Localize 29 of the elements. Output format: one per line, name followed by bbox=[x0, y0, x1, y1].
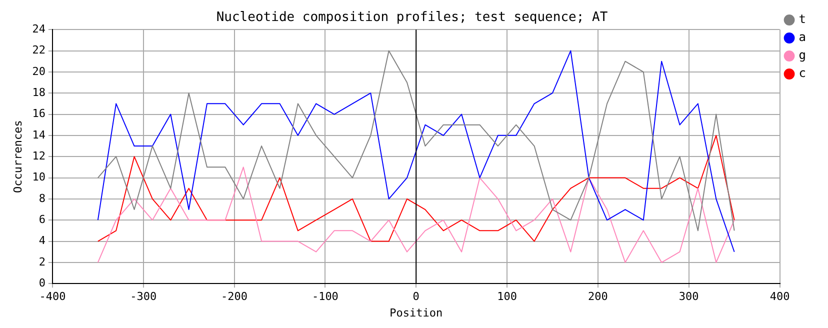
legend-label: c bbox=[798, 66, 806, 80]
y-tick-label: 10 bbox=[32, 170, 46, 184]
x-tick-label: -300 bbox=[130, 290, 157, 304]
y-tick-label: 6 bbox=[38, 212, 46, 226]
y-tick-label: 8 bbox=[38, 192, 46, 205]
x-tick-label: -400 bbox=[39, 290, 66, 304]
y-tick-label: 14 bbox=[32, 128, 46, 142]
x-tick-label: 100 bbox=[497, 290, 517, 304]
chart-title: Nucleotide composition profiles; test sequence; AT bbox=[216, 10, 608, 26]
y-tick-label: 18 bbox=[32, 86, 46, 99]
y-tick-label: 4 bbox=[38, 234, 46, 248]
x-tick-label: 400 bbox=[770, 290, 790, 304]
y-tick-label: 16 bbox=[32, 107, 46, 120]
x-axis-title: Position bbox=[390, 306, 443, 320]
x-tick-label: 300 bbox=[678, 290, 699, 304]
legend-label: a bbox=[798, 30, 806, 44]
legend-label: t bbox=[798, 12, 806, 26]
y-tick-label: 20 bbox=[32, 64, 46, 78]
y-tick-label: 0 bbox=[38, 276, 46, 290]
x-tick-label: 0 bbox=[412, 290, 420, 304]
y-axis-title: Occurrences bbox=[11, 120, 24, 194]
x-tick-label: 200 bbox=[588, 290, 608, 304]
y-tick-label: 2 bbox=[38, 255, 46, 268]
y-tick-label: 22 bbox=[32, 44, 46, 57]
x-tick-label: -100 bbox=[312, 290, 338, 304]
y-tick-label: 24 bbox=[32, 22, 46, 36]
y-tick-label: 12 bbox=[32, 149, 46, 162]
legend-label: g bbox=[798, 48, 806, 62]
x-tick-label: -200 bbox=[221, 290, 248, 304]
